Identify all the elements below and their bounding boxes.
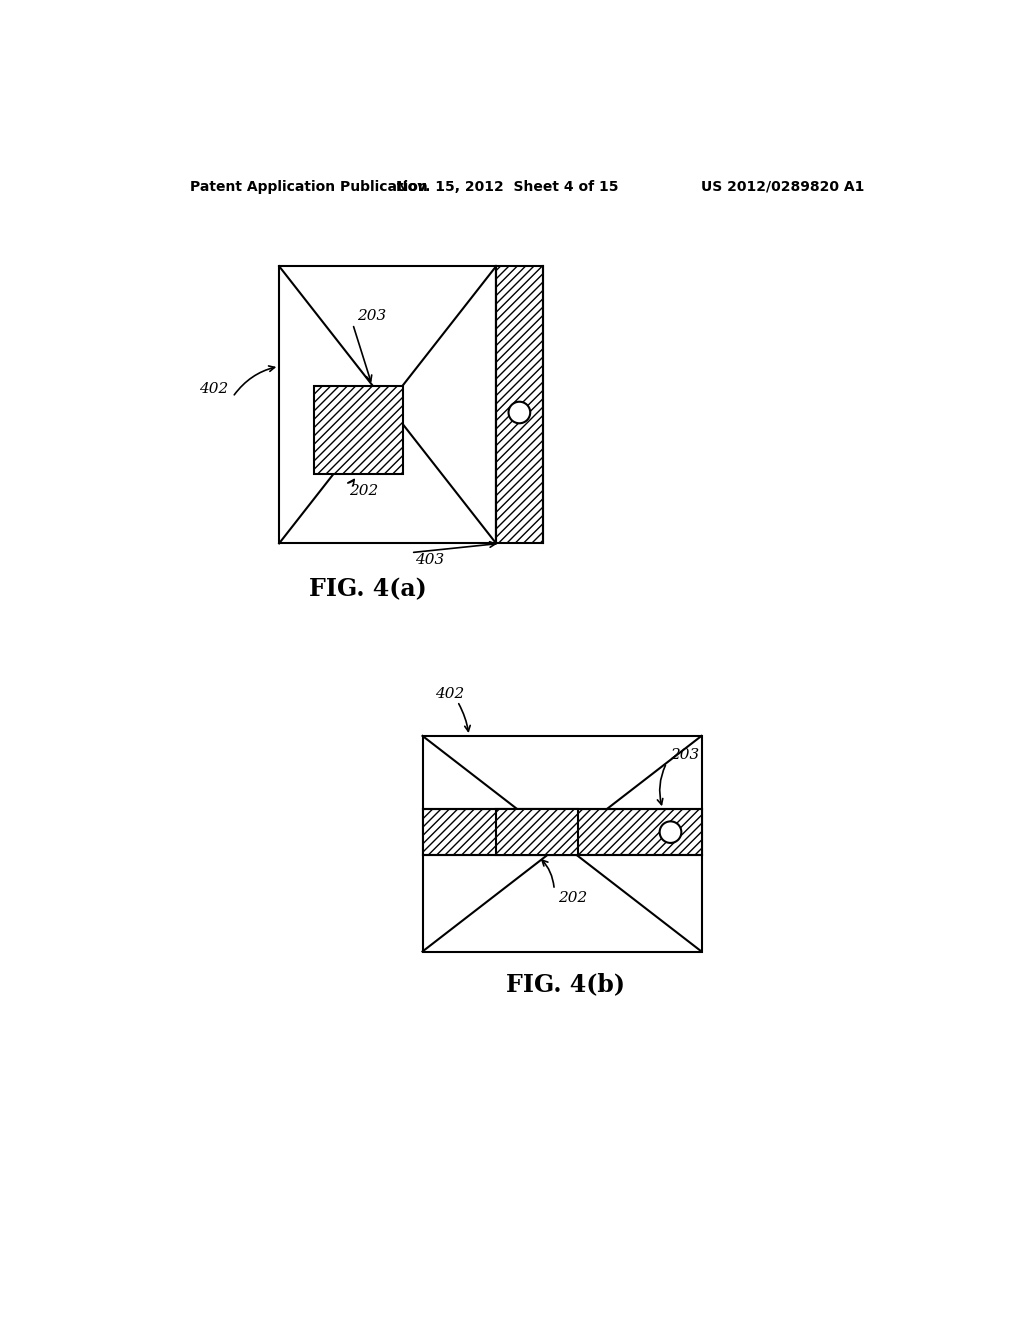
Text: FIG. 4(b): FIG. 4(b): [507, 972, 626, 995]
Text: Nov. 15, 2012  Sheet 4 of 15: Nov. 15, 2012 Sheet 4 of 15: [396, 180, 618, 194]
Bar: [423, 809, 701, 855]
Text: 402: 402: [200, 383, 228, 396]
Circle shape: [659, 821, 681, 843]
Bar: [423, 737, 701, 952]
Bar: [496, 267, 543, 544]
Text: US 2012/0289820 A1: US 2012/0289820 A1: [700, 180, 864, 194]
Text: 203: 203: [356, 309, 386, 323]
Bar: [314, 385, 403, 474]
Text: 403: 403: [415, 553, 444, 568]
Bar: [280, 267, 496, 544]
Text: Patent Application Publication: Patent Application Publication: [190, 180, 428, 194]
Text: FIG. 4(a): FIG. 4(a): [309, 578, 427, 602]
Circle shape: [509, 401, 530, 424]
Text: 402: 402: [435, 686, 464, 701]
Text: 203: 203: [671, 748, 699, 762]
Text: 202: 202: [558, 891, 588, 904]
Text: 403: 403: [426, 836, 456, 849]
Text: 202: 202: [349, 484, 378, 498]
Bar: [496, 809, 578, 855]
